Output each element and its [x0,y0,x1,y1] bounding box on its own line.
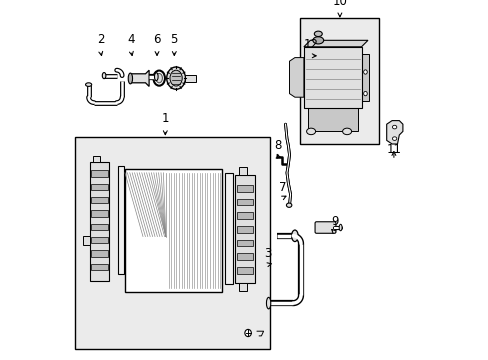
Text: 9: 9 [330,215,338,228]
Bar [224,173,232,284]
Ellipse shape [166,67,185,89]
Bar [125,169,222,292]
Ellipse shape [266,297,270,309]
Bar [237,185,253,192]
Ellipse shape [363,91,366,96]
Bar [185,75,195,82]
Bar [307,108,357,131]
Ellipse shape [392,137,396,140]
Bar [235,175,254,283]
Bar [237,240,253,246]
Bar [83,236,90,245]
Ellipse shape [85,83,91,86]
Ellipse shape [244,329,251,337]
Bar [303,47,361,108]
Bar [237,253,253,260]
Bar [361,54,368,101]
Bar [91,197,107,203]
Ellipse shape [154,73,158,81]
Bar [91,210,107,217]
Ellipse shape [156,73,162,83]
Bar [118,166,124,274]
Text: 10: 10 [332,0,346,8]
Text: 4: 4 [127,33,135,46]
Ellipse shape [363,70,366,74]
Ellipse shape [128,73,132,84]
Bar [237,226,253,233]
Ellipse shape [314,31,322,36]
Text: 1: 1 [161,112,169,125]
Bar [91,264,107,270]
Bar [91,170,107,177]
Ellipse shape [170,70,182,86]
Polygon shape [289,58,303,97]
Bar [75,137,269,349]
Bar [91,184,107,190]
Bar [300,18,379,144]
Text: 3: 3 [264,247,271,260]
Text: 5: 5 [170,33,178,46]
Ellipse shape [286,203,291,207]
Bar [238,283,246,291]
Text: 6: 6 [153,33,161,46]
Bar [237,199,253,205]
Ellipse shape [291,230,298,242]
Bar [238,167,246,175]
Polygon shape [130,70,149,86]
Ellipse shape [392,125,396,129]
FancyBboxPatch shape [314,222,335,233]
Bar [237,212,253,219]
Bar [93,156,101,162]
Polygon shape [386,121,402,144]
Ellipse shape [342,128,351,135]
Ellipse shape [102,72,106,78]
Bar [91,250,107,257]
Bar [91,224,107,230]
Text: 8: 8 [274,139,281,152]
Bar [237,267,253,274]
Ellipse shape [306,128,315,135]
Ellipse shape [339,224,342,231]
Text: 7: 7 [278,181,285,194]
Text: 12: 12 [303,39,318,51]
Bar [91,237,107,243]
Text: 2: 2 [97,33,104,46]
Bar [89,162,109,281]
Ellipse shape [312,37,323,44]
Polygon shape [303,40,367,47]
Ellipse shape [153,71,164,86]
Text: 11: 11 [386,143,401,156]
